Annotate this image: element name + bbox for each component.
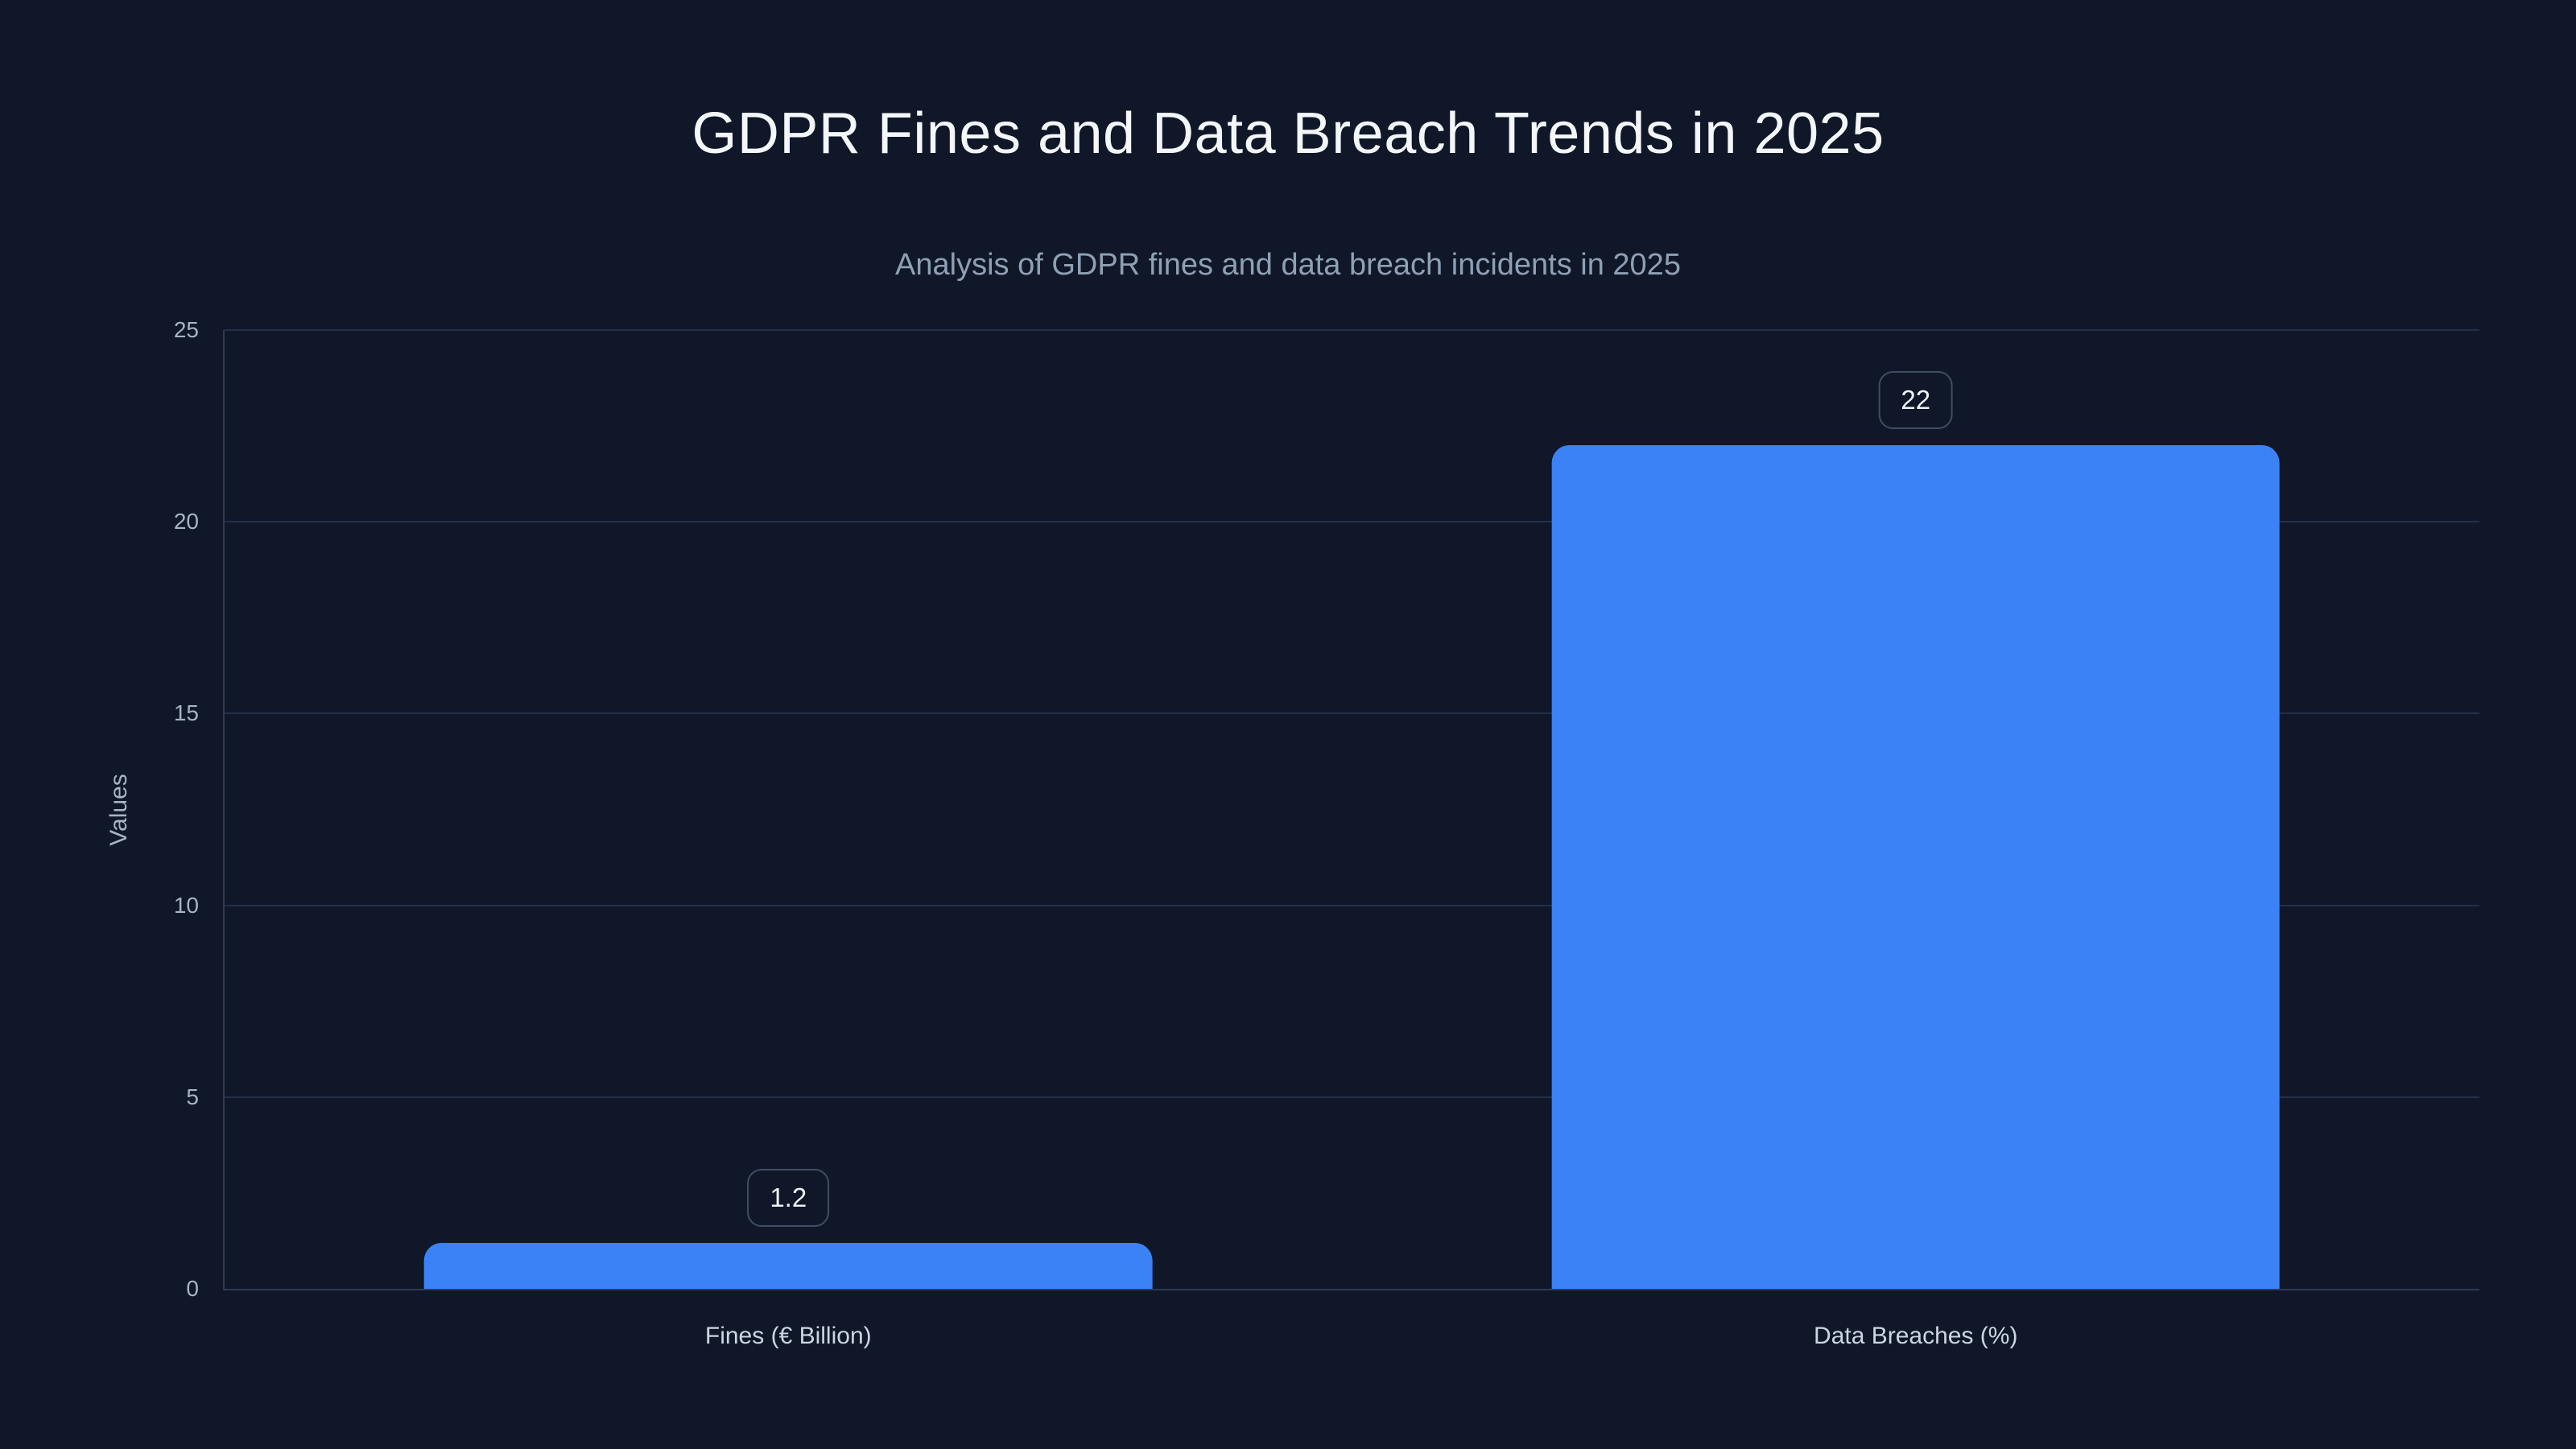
chart-title: GDPR Fines and Data Breach Trends in 202… [691,101,1885,166]
y-tick-label-20: 20 [173,509,199,535]
x-category-label-2: Data Breaches (%) [1814,1323,2018,1349]
gridline-y-5 [225,1096,2479,1098]
gridline-y-10 [225,904,2479,906]
x-category-label-1: Fines (€ Billion) [704,1323,872,1349]
value-badge-2: 22 [1878,370,1954,429]
gridline-y-25 [225,329,2479,331]
chart-subtitle: Analysis of GDPR fines and data breach i… [895,248,1681,282]
plot-area: Values 0 5 10 15 20 25 1.2 Fines (€ Billion) 22 D… [105,319,2479,1349]
y-tick-label-10: 10 [173,892,199,918]
gridline-y-20 [225,521,2479,523]
y-tick-label-25: 25 [173,317,199,342]
gridline-y-15 [225,712,2479,715]
y-tick-label-15: 15 [173,700,199,726]
bar-1 [423,1242,1153,1289]
bar-2 [1551,444,2281,1289]
y-tick-label-0: 0 [186,1276,199,1301]
y-axis-title: Values [105,773,132,846]
y-tick-label-5: 5 [186,1084,199,1109]
value-badge-1: 1.2 [747,1168,830,1227]
